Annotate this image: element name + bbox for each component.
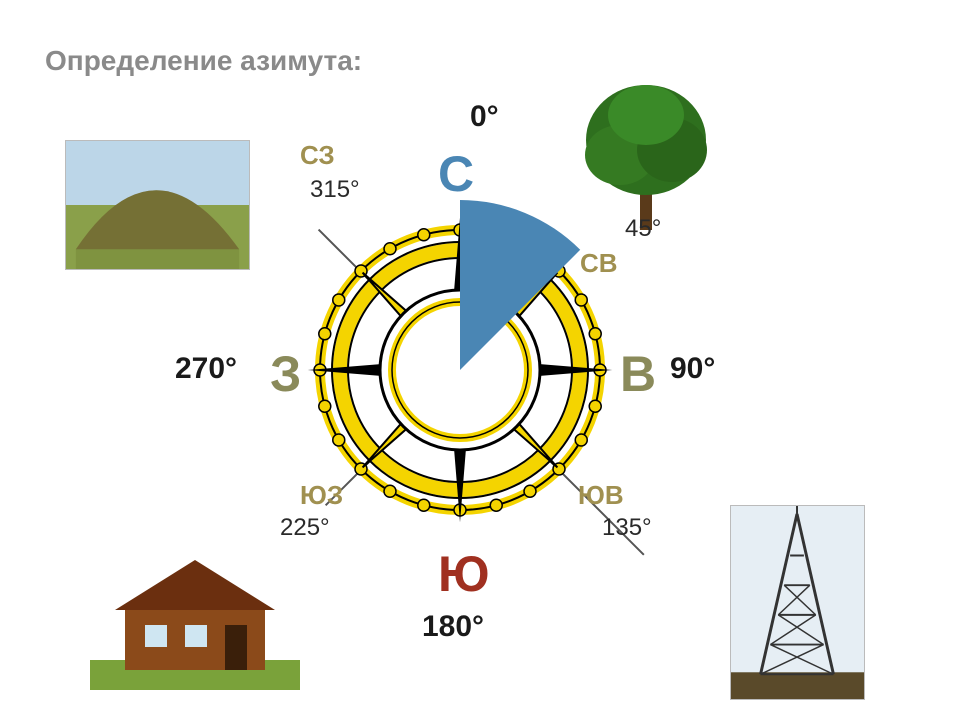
dir-NE: СВ: [580, 248, 618, 279]
deg-W: 270°: [175, 352, 237, 386]
deg-NW: 315°: [310, 176, 360, 204]
deg-S: 180°: [422, 610, 484, 644]
hill-photo: [65, 140, 250, 270]
dir-SW: ЮЗ: [300, 480, 343, 511]
dir-NW: СЗ: [300, 140, 335, 171]
tower-photo: [730, 505, 865, 700]
deg-E: 90°: [670, 352, 715, 386]
deg-NE: 45°: [625, 215, 661, 243]
dir-W: З: [270, 345, 301, 403]
azimuth-diagram: Определение азимута:: [0, 0, 960, 720]
dir-SE: ЮВ: [578, 480, 624, 511]
dir-S: Ю: [438, 545, 490, 603]
deg-SE: 135°: [602, 514, 652, 542]
dir-N: С: [438, 145, 474, 203]
deg-SW: 225°: [280, 514, 330, 542]
deg-N: 0°: [470, 100, 499, 134]
house-photo: [90, 540, 300, 690]
dir-E: В: [620, 345, 656, 403]
page-title: Определение азимута:: [45, 45, 362, 77]
